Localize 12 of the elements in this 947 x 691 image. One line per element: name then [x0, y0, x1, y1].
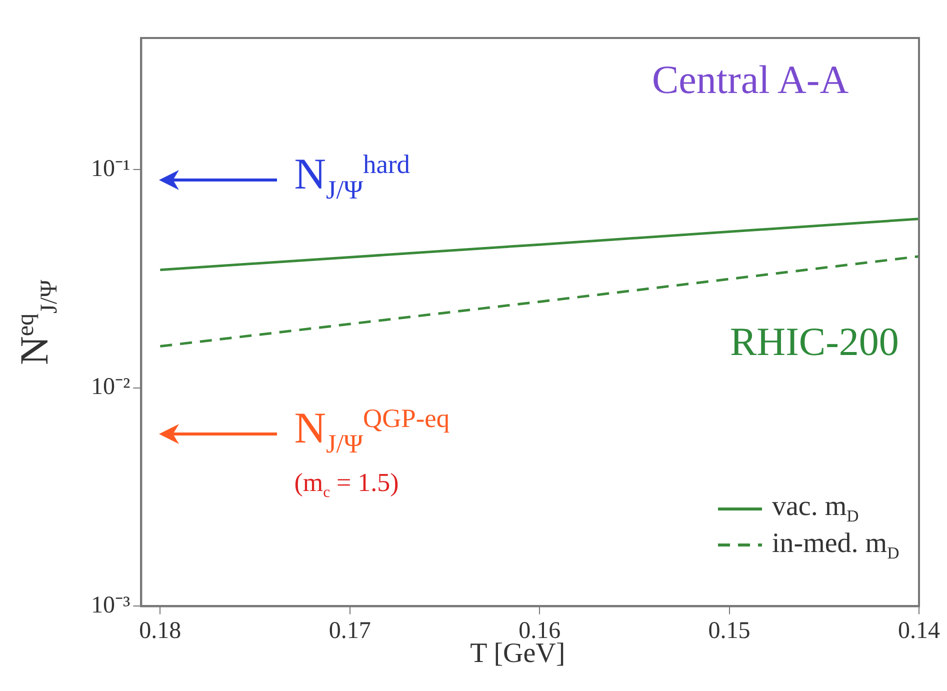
legend-label: vac. m$_{D}$	[771, 491, 860, 526]
annotation: RHIC-200	[730, 319, 899, 364]
y-tick-label: 10⁻²	[90, 374, 130, 400]
x-tick-label: 0.14	[898, 618, 940, 644]
annotation: (m$_{c}$ = 1.5)	[294, 468, 399, 502]
x-tick-label: 0.17	[328, 618, 371, 644]
y-tick-label: 10⁻³	[90, 592, 130, 618]
y-tick-label: 10⁻¹	[90, 156, 130, 182]
x-tick-label: 0.18	[139, 618, 182, 644]
legend-label: in-med. m$_{D}$	[771, 528, 900, 562]
x-tick-label: 0.15	[708, 618, 750, 644]
annotation: Central A-A	[652, 57, 849, 102]
